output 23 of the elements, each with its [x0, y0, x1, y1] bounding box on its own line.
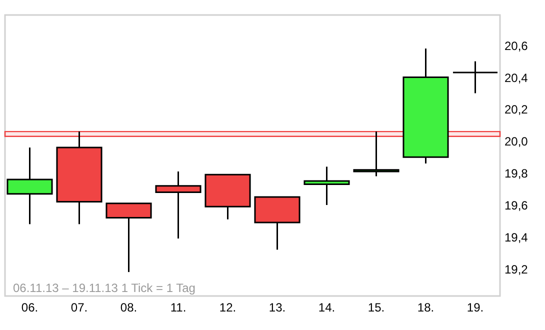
y-tick-label: 20,0	[504, 134, 528, 149]
x-tick-label: 07.	[70, 300, 88, 314]
y-tick-label: 19,2	[504, 262, 528, 276]
y-tick-label: 19,4	[504, 230, 528, 244]
x-tick-label: 15.	[368, 300, 385, 314]
y-tick-label: 20,6	[504, 38, 528, 53]
candlestick	[353, 130, 400, 178]
annotation: 06.11.13 – 19.11.13 1 Tick = 1 Tag	[13, 281, 196, 295]
y-tick-label: 20,4	[504, 70, 528, 85]
x-tick-label: 13.	[268, 300, 286, 314]
candlestick	[155, 170, 202, 240]
y-tick-label: 20,2	[504, 102, 528, 117]
y-tick-label: 19,6	[504, 198, 528, 212]
x-tick-label: 14.	[318, 300, 336, 314]
x-tick-label: 06.	[21, 300, 38, 314]
x-tick-label: 08.	[120, 300, 138, 314]
y-tick-label: 19,8	[504, 166, 528, 181]
x-tick-label: 11.	[170, 300, 186, 314]
x-tick-label: 18.	[417, 300, 434, 314]
candlestick	[452, 60, 498, 94]
x-tick-label: 12.	[219, 300, 236, 314]
x-tick-label: 19.	[466, 300, 484, 314]
candlestick	[304, 166, 350, 206]
